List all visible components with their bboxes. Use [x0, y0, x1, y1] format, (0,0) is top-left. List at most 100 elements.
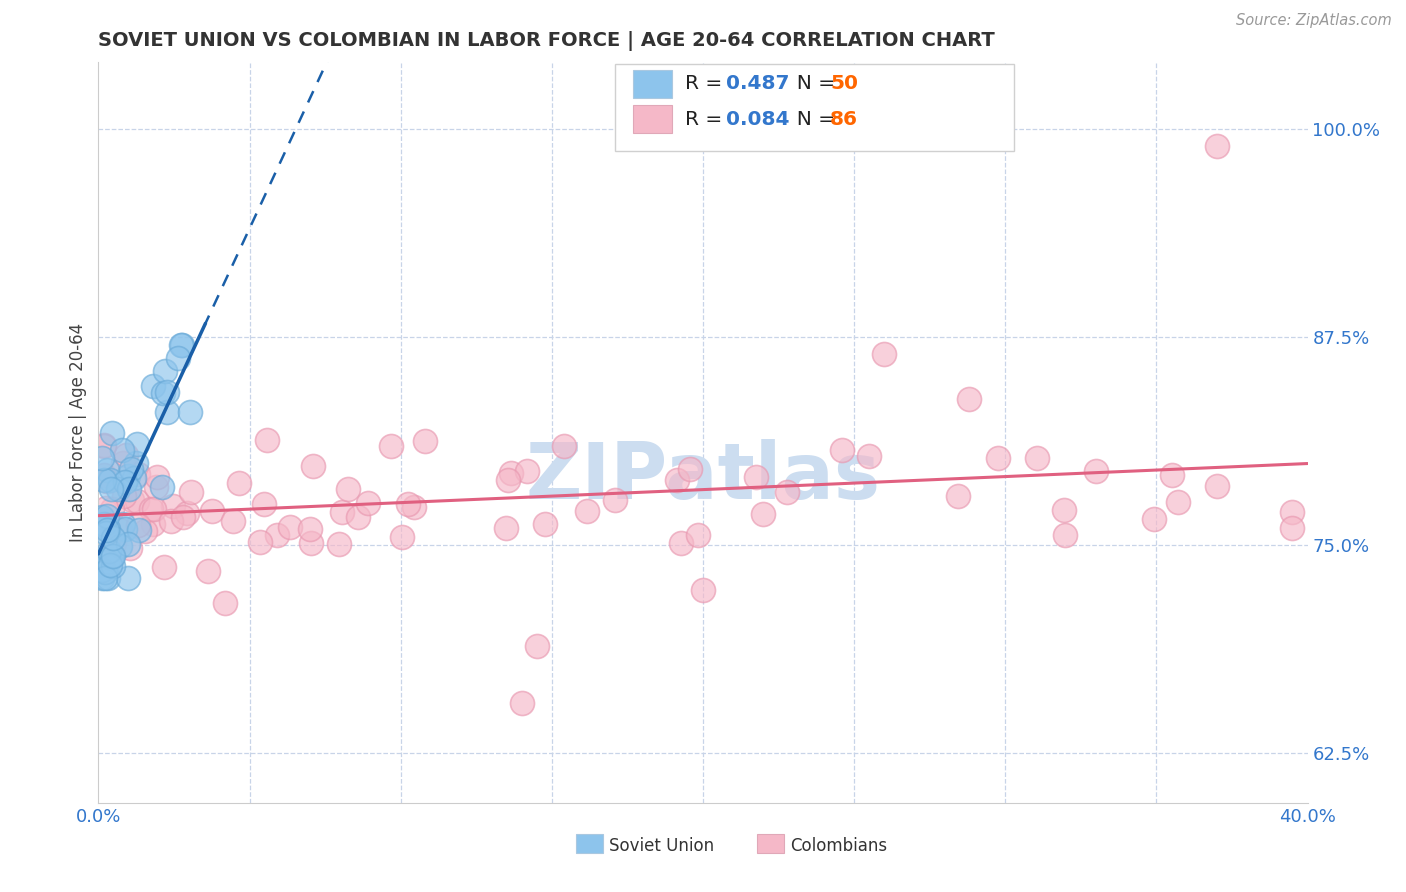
Point	[114, 522, 136, 536]
Point	[141, 501, 163, 516]
Point	[96, 474, 118, 488]
Point	[125, 437, 148, 451]
Point	[858, 449, 880, 463]
Point	[1206, 479, 1229, 493]
Point	[94, 571, 117, 585]
Point	[125, 456, 148, 470]
Text: 86: 86	[830, 110, 858, 128]
Point	[987, 450, 1010, 465]
Text: R =: R =	[685, 110, 728, 128]
Point	[228, 475, 250, 490]
Point	[222, 515, 245, 529]
Point	[831, 443, 853, 458]
Point	[948, 489, 970, 503]
Point	[1161, 468, 1184, 483]
Point	[111, 443, 134, 458]
Point	[170, 338, 193, 352]
Text: 50: 50	[830, 74, 858, 94]
Point	[101, 531, 124, 545]
Point	[112, 489, 135, 503]
Point	[143, 502, 166, 516]
Point	[510, 696, 533, 710]
Point	[93, 467, 115, 482]
Point	[252, 497, 274, 511]
Text: Source: ZipAtlas.com: Source: ZipAtlas.com	[1236, 13, 1392, 29]
Point	[299, 522, 322, 536]
Point	[128, 524, 150, 538]
Point	[605, 492, 627, 507]
Point	[380, 439, 402, 453]
Point	[111, 456, 134, 470]
Point	[96, 523, 118, 537]
Text: 0.487: 0.487	[725, 74, 790, 94]
Point	[97, 543, 120, 558]
FancyBboxPatch shape	[633, 70, 672, 98]
Point	[1053, 503, 1076, 517]
Point	[145, 469, 167, 483]
Point	[176, 506, 198, 520]
Point	[413, 434, 436, 448]
Point	[214, 596, 236, 610]
Point	[1143, 512, 1166, 526]
Point	[93, 438, 115, 452]
Point	[117, 537, 139, 551]
Point	[101, 549, 124, 564]
Point	[172, 510, 194, 524]
Point	[101, 549, 124, 563]
Point	[112, 516, 135, 531]
Point	[1053, 528, 1076, 542]
Point	[201, 504, 224, 518]
Y-axis label: In Labor Force | Age 20-64: In Labor Force | Age 20-64	[69, 323, 87, 542]
Point	[170, 338, 193, 352]
Text: Soviet Union: Soviet Union	[609, 837, 714, 855]
Point	[103, 559, 125, 574]
Point	[197, 564, 219, 578]
Point	[671, 536, 693, 550]
Point	[98, 473, 121, 487]
Point	[553, 439, 575, 453]
Point	[100, 482, 122, 496]
Point	[873, 346, 896, 360]
Point	[100, 551, 122, 566]
Point	[91, 510, 114, 524]
Point	[145, 480, 167, 494]
Point	[162, 499, 184, 513]
Point	[336, 482, 359, 496]
Point	[1085, 464, 1108, 478]
Point	[93, 566, 115, 580]
Point	[745, 470, 768, 484]
Point	[166, 351, 188, 366]
FancyBboxPatch shape	[576, 834, 603, 853]
FancyBboxPatch shape	[633, 105, 672, 133]
Point	[347, 509, 370, 524]
Point	[180, 484, 202, 499]
Text: R =: R =	[685, 74, 728, 94]
Point	[117, 571, 139, 585]
Point	[1167, 495, 1189, 509]
Point	[256, 433, 278, 447]
Text: N =: N =	[785, 74, 842, 94]
Point	[115, 449, 138, 463]
Point	[330, 505, 353, 519]
FancyBboxPatch shape	[614, 64, 1014, 152]
Text: 0.084: 0.084	[725, 110, 790, 128]
Point	[142, 378, 165, 392]
Point	[152, 386, 174, 401]
Text: Colombians: Colombians	[790, 837, 887, 855]
Point	[90, 450, 112, 465]
Point	[1281, 521, 1303, 535]
Point	[97, 555, 120, 569]
Point	[96, 463, 118, 477]
Point	[686, 528, 709, 542]
Point	[299, 536, 322, 550]
Point	[127, 467, 149, 481]
Point	[391, 530, 413, 544]
Point	[93, 439, 115, 453]
Point	[280, 520, 302, 534]
Point	[576, 504, 599, 518]
Point	[98, 558, 121, 572]
Point	[501, 466, 523, 480]
Point	[1206, 138, 1229, 153]
Point	[101, 502, 124, 516]
Text: ZIPatlas: ZIPatlas	[526, 439, 880, 515]
